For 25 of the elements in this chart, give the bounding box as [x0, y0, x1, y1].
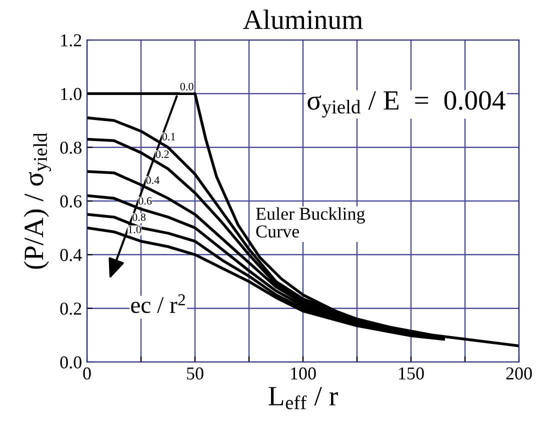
series-label: 0.1 [162, 132, 176, 140]
x-tick-label: 50 [187, 367, 204, 380]
annotation: ec / r$^{2}$ [131, 294, 185, 314]
chart-title: Aluminum [243, 10, 363, 30]
series-label: 0.2 [156, 150, 169, 158]
y-tick-label: 0.6 [60, 195, 82, 208]
series-label: 1.0 [128, 226, 142, 234]
x-tick-label: 150 [399, 367, 424, 380]
x-tick-label: 200 [506, 367, 532, 380]
x-tick-label: 100 [291, 367, 316, 380]
series-label: 0.6 [138, 197, 152, 205]
y-axis-title: (P/A) / σ$_{yield}$ [24, 132, 52, 269]
y-tick-label: 0.0 [60, 356, 82, 369]
series-label: 0.8 [132, 213, 146, 221]
x-tick-label: 0 [83, 367, 91, 380]
annotation: σ$_{yield}$ / E = 0.004 [308, 91, 506, 118]
y-tick-label: 0.4 [60, 248, 82, 262]
y-tick-label: 1.2 [61, 34, 82, 47]
x-axis-title: L$_{eff}$ / r [268, 386, 338, 410]
y-tick-label: 1.0 [61, 88, 82, 100]
y-tick-label: 0.2 [60, 302, 82, 315]
annotation: Euler Buckling Curve [256, 207, 365, 238]
series-label: 0.0 [180, 82, 194, 90]
series-label: 0.4 [146, 176, 160, 184]
y-tick-label: 0.8 [60, 142, 82, 154]
